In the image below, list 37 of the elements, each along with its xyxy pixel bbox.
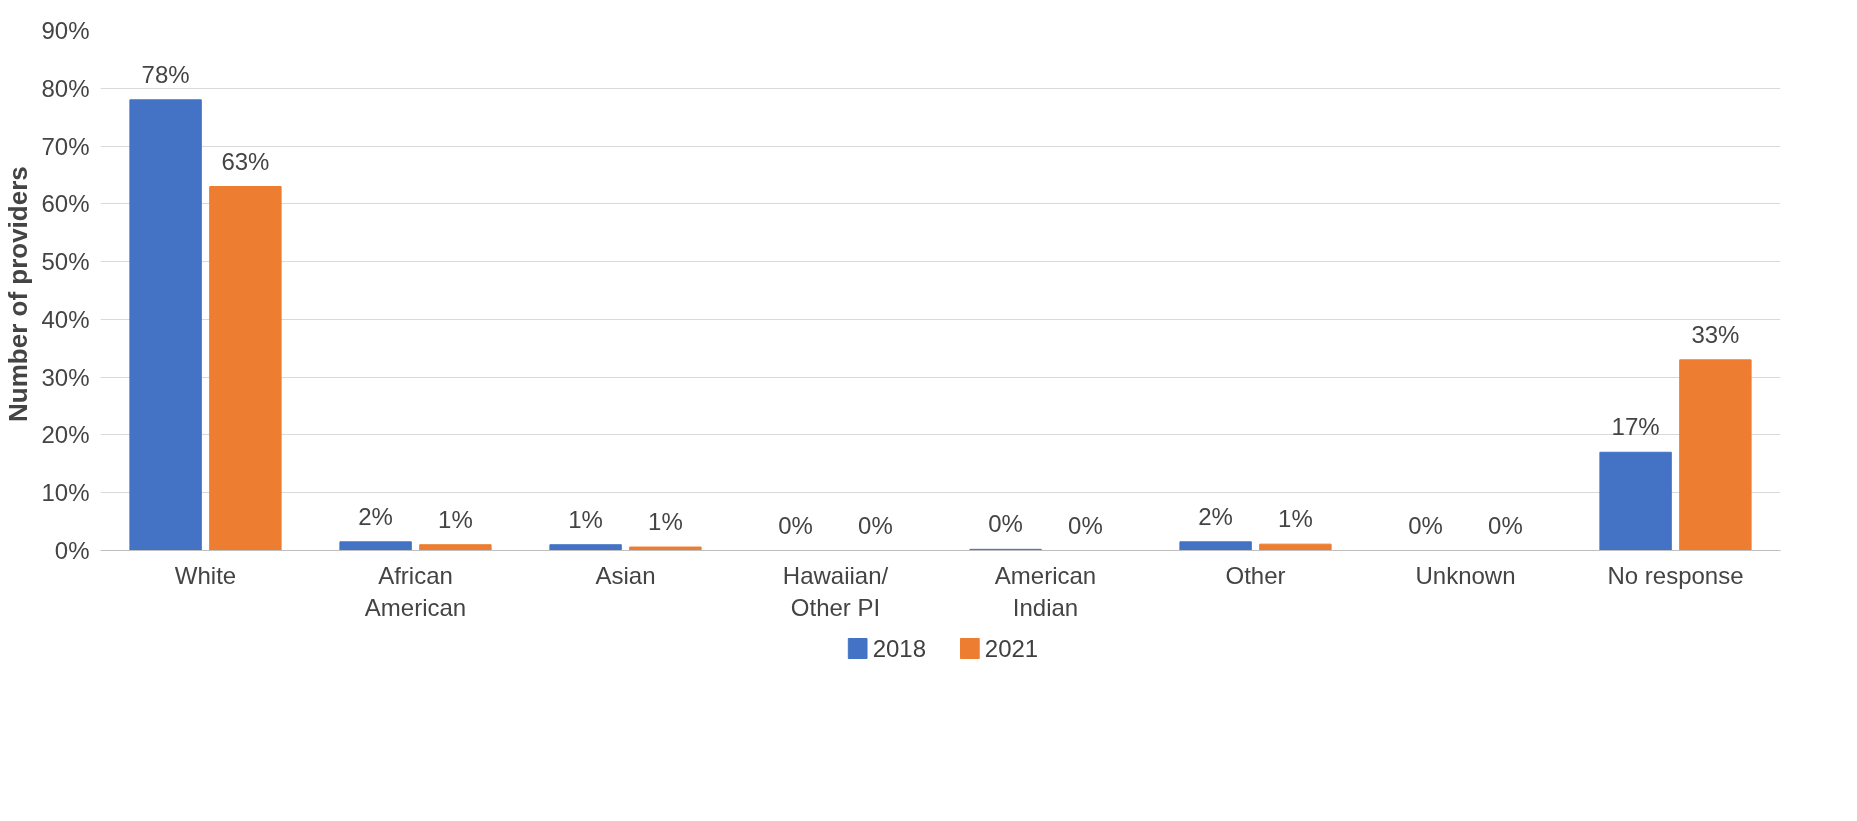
y-tick-label: 0% xyxy=(54,537,90,564)
data-label: 0% xyxy=(988,510,1023,538)
data-label: 2% xyxy=(358,502,393,530)
data-label: 0% xyxy=(778,511,813,539)
x-tick-label: Unknown xyxy=(1415,561,1516,589)
y-axis-title: Number of providers xyxy=(3,166,34,422)
x-tick-label: Hawaiian/ Other PI xyxy=(782,561,889,621)
y-tick-label: 10% xyxy=(41,479,90,507)
data-label: 0% xyxy=(1408,511,1443,539)
x-tick-label: Other xyxy=(1225,561,1286,589)
data-label: 1% xyxy=(648,508,683,536)
data-label: 0% xyxy=(1068,511,1103,539)
y-tick-label: 20% xyxy=(41,421,90,449)
legend-label: 2018 xyxy=(872,635,927,662)
y-tick-label: 90% xyxy=(41,17,90,44)
x-tick-label: Asian xyxy=(595,561,656,589)
data-label: 1% xyxy=(438,505,473,533)
y-tick-label: 70% xyxy=(41,132,90,160)
x-tick-label: African American xyxy=(364,561,467,621)
data-label: 0% xyxy=(1488,511,1523,539)
data-label: 33% xyxy=(1691,320,1740,348)
data-label: 63% xyxy=(221,147,270,175)
data-label: 2% xyxy=(1198,502,1233,530)
y-tick-label: 50% xyxy=(41,248,90,276)
x-tick-label: White xyxy=(174,561,237,589)
data-label: 0% xyxy=(858,511,893,539)
legend-label: 2021 xyxy=(984,635,1039,662)
data-label: 1% xyxy=(568,505,603,533)
x-tick-label: American Indian xyxy=(994,561,1097,621)
y-tick-label: 80% xyxy=(41,74,90,102)
y-tick-label: 40% xyxy=(41,305,90,333)
y-tick-label: 60% xyxy=(41,190,90,218)
data-label: 17% xyxy=(1611,413,1660,441)
x-tick-label: No response xyxy=(1607,561,1744,589)
data-label: 1% xyxy=(1278,505,1313,533)
y-tick-label: 30% xyxy=(41,363,90,391)
data-label: 78% xyxy=(141,60,190,88)
